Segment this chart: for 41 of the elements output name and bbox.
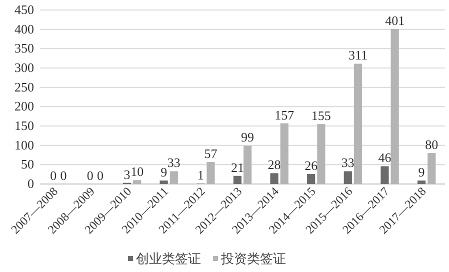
data-label: 0 (50, 168, 57, 183)
data-label: 28 (268, 157, 281, 172)
data-label: 0 (60, 168, 67, 183)
data-label: 21 (230, 160, 244, 175)
data-label: 0 (97, 168, 104, 183)
y-tick-label: 0 (28, 176, 34, 191)
data-label: 9 (160, 164, 168, 180)
y-tick-label: 450 (14, 2, 34, 17)
y-tick-label: 150 (14, 118, 34, 133)
y-tick-label: 400 (14, 21, 34, 36)
y-tick-label: 300 (14, 60, 34, 75)
data-label: 157 (274, 107, 295, 122)
data-label: 9 (418, 164, 425, 180)
y-tick-label: 200 (14, 98, 34, 114)
y-tick-label: 50 (21, 156, 34, 172)
data-label: 3 (124, 166, 130, 182)
data-label: 46 (378, 150, 392, 166)
bar (270, 173, 278, 184)
bar (417, 180, 426, 184)
data-label: 80 (425, 137, 438, 152)
data-label: 401 (385, 12, 405, 28)
data-label: 1 (197, 168, 204, 183)
data-label: 26 (304, 158, 318, 173)
data-label: 0 (86, 168, 94, 183)
y-tick-label: 250 (14, 79, 34, 94)
bar (307, 174, 316, 184)
legend-label: 创业类签证 (136, 251, 201, 266)
data-label: 33 (341, 155, 354, 170)
y-tick-label: 350 (14, 40, 34, 56)
data-label: 10 (130, 164, 144, 180)
bar (233, 176, 242, 184)
data-label: 57 (204, 146, 218, 161)
legend-label: 投资类签证 (220, 251, 286, 266)
data-label: 33 (167, 155, 180, 170)
data-label: 99 (241, 130, 254, 145)
data-label: 155 (311, 108, 331, 124)
bar (380, 166, 389, 184)
bar (344, 171, 352, 184)
bar (160, 180, 168, 184)
data-label: 311 (348, 48, 368, 63)
y-tick-label: 100 (14, 137, 34, 152)
